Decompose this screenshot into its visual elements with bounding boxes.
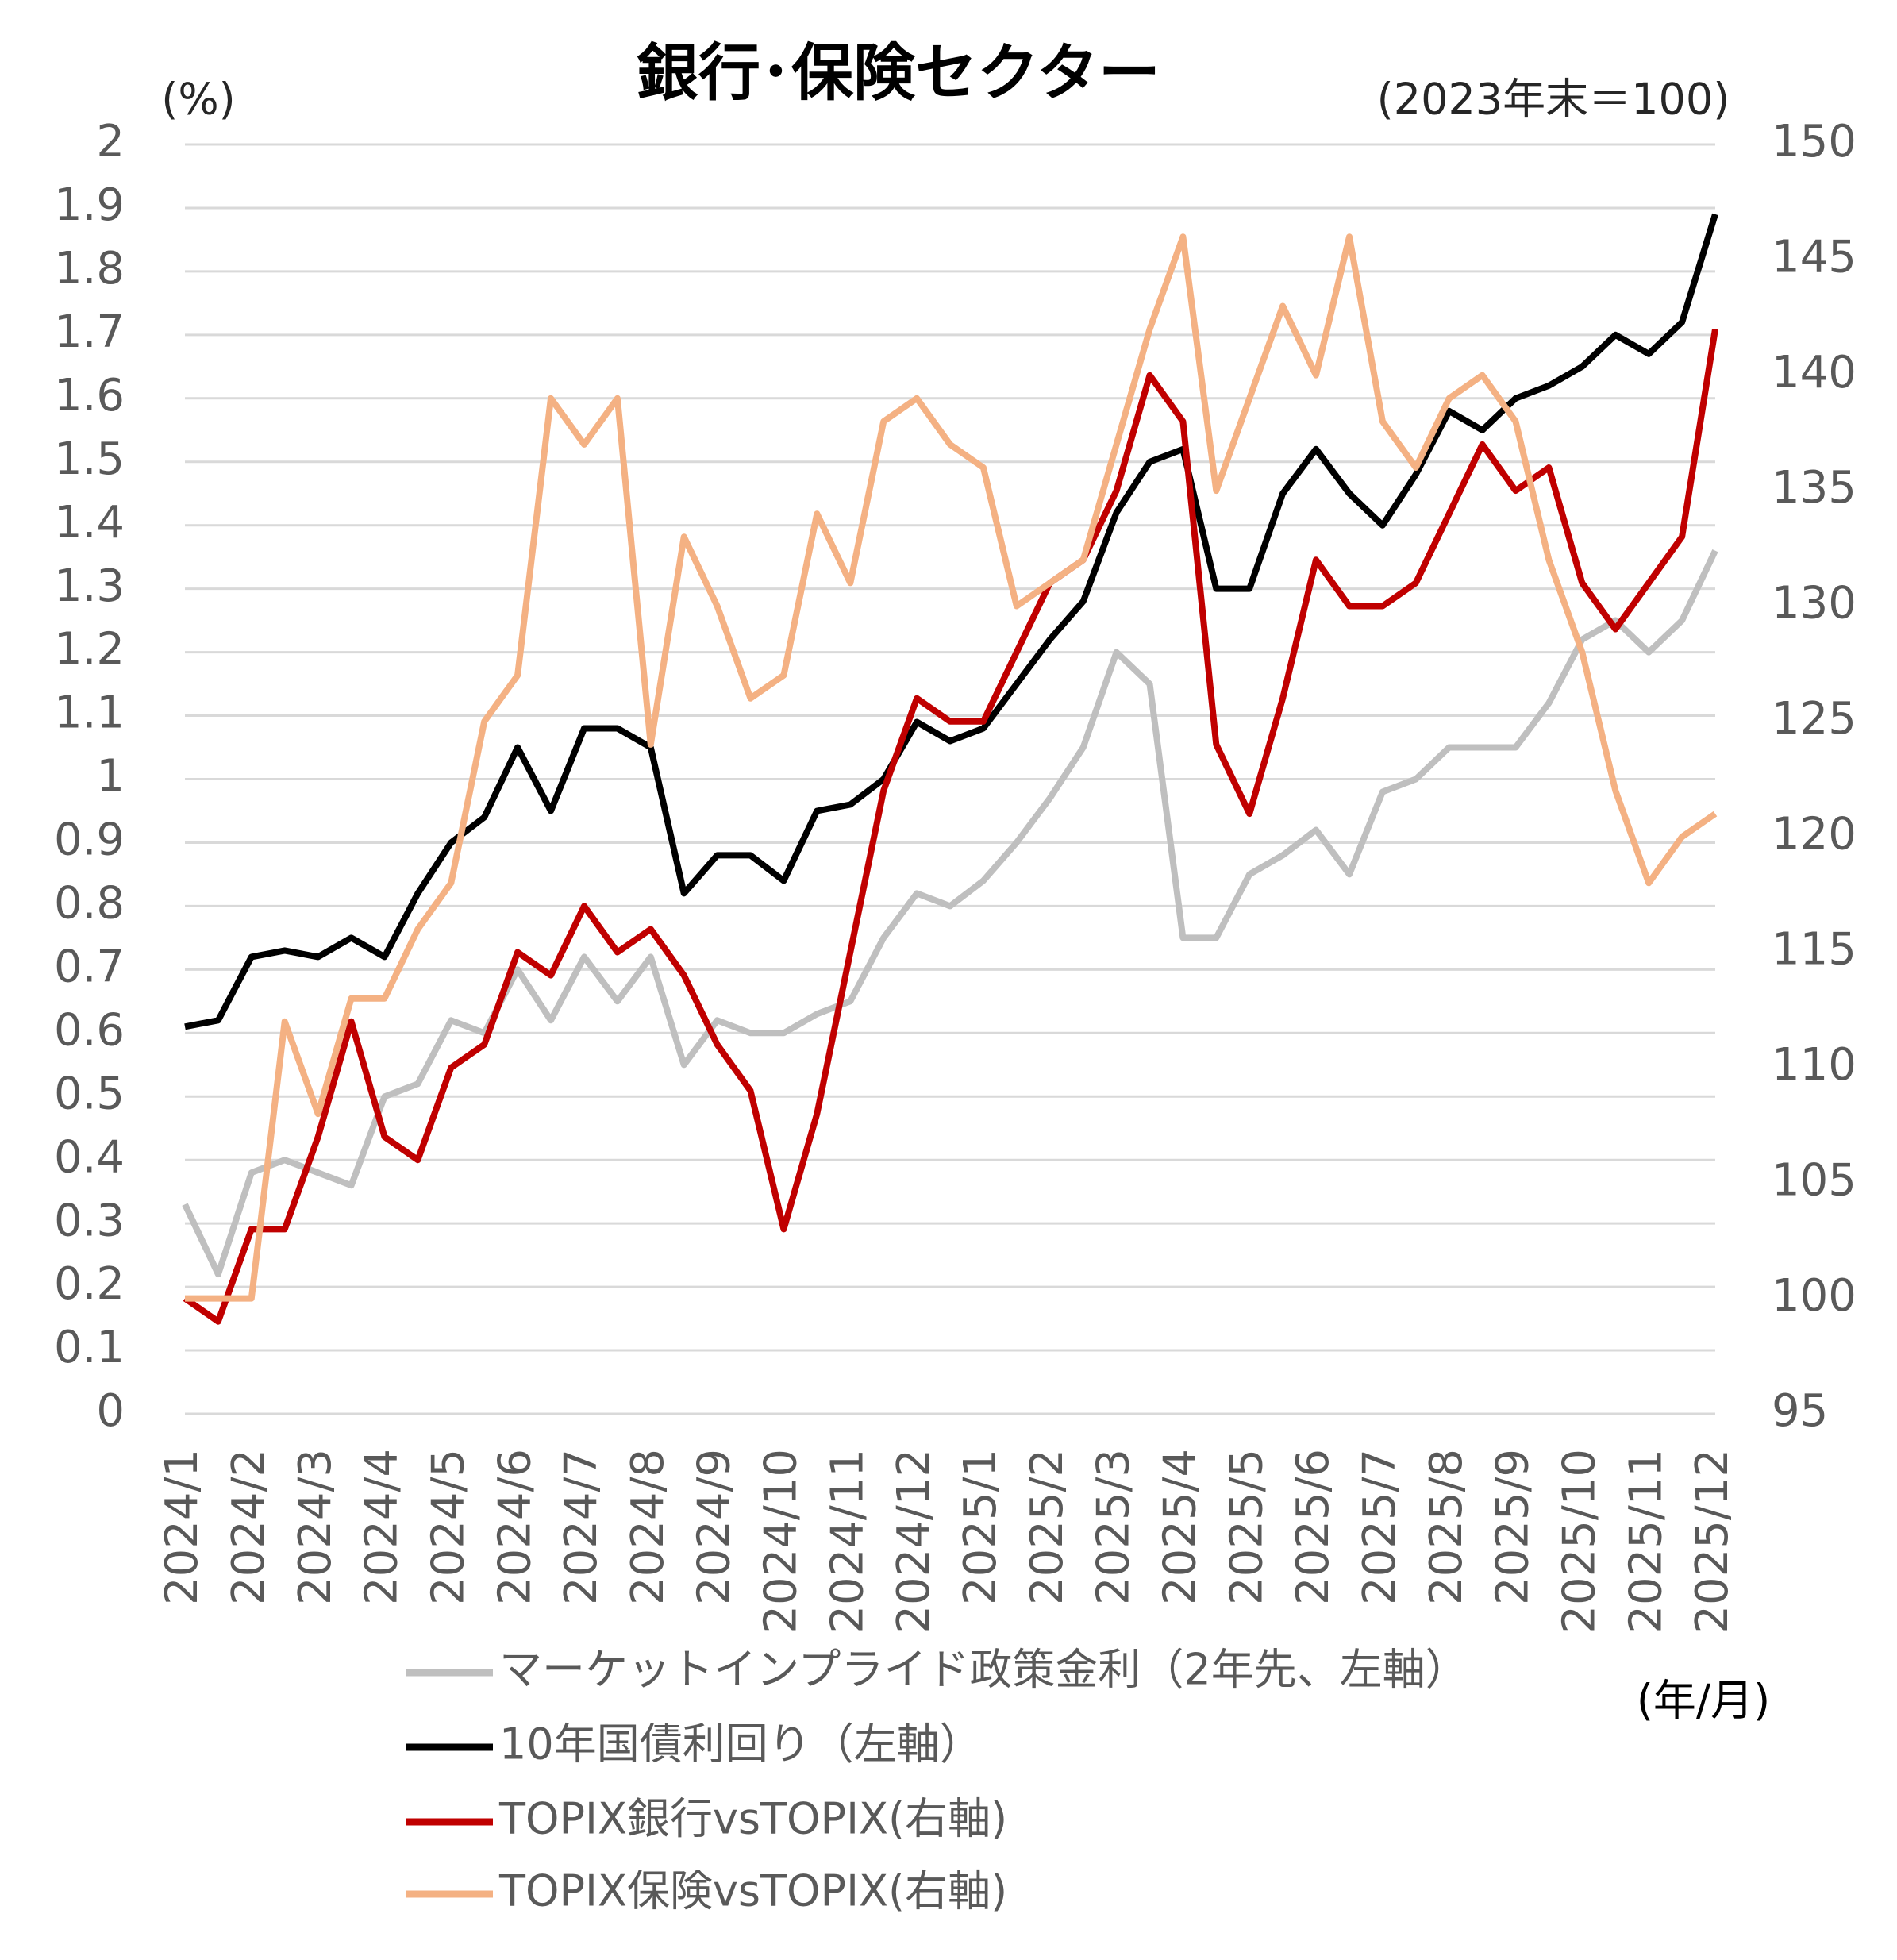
legend-label: 10年国債利回り（左軸）	[499, 1719, 983, 1769]
y-tick-label: 0.2	[54, 1258, 125, 1310]
y-tick-label: 1.4	[54, 497, 125, 549]
x-tick-label: 2025/7	[1354, 1449, 1406, 1605]
legend-label: マーケットインプライド政策金利（2年先、左軸）	[499, 1645, 1468, 1695]
x-tick-label: 2025/4	[1155, 1449, 1206, 1605]
y2-tick-label: 110	[1772, 1039, 1857, 1091]
y2-tick-label: 100	[1772, 1270, 1857, 1322]
y-tick-label: 0.4	[54, 1131, 125, 1183]
y-tick-label: 1.1	[54, 687, 125, 739]
y-tick-label: 1.9	[54, 179, 125, 231]
legend-label: TOPIX銀行vsTOPIX(右軸)	[498, 1794, 1007, 1844]
x-tick-label: 2024/5	[422, 1449, 474, 1605]
y-tick-label: 1.5	[54, 433, 125, 485]
x-tick-label: 2024/11	[822, 1449, 873, 1634]
y2-tick-label: 115	[1772, 924, 1857, 976]
x-tick-label: 2025/11	[1620, 1449, 1672, 1634]
x-tick-label: 2024/12	[888, 1449, 940, 1634]
x-tick-label: 2024/7	[556, 1449, 607, 1605]
x-tick-label: 2025/1	[955, 1449, 1006, 1605]
y2-tick-label: 150	[1772, 116, 1857, 168]
y-tick-label: 1.3	[54, 560, 125, 612]
x-tick-label: 2024/2	[223, 1449, 275, 1605]
y2-tick-label: 145	[1772, 232, 1857, 283]
y2-tick-label: 125	[1772, 693, 1857, 745]
y-tick-label: 0.6	[54, 1004, 125, 1056]
x-tick-label: 2025/9	[1487, 1449, 1539, 1605]
x-tick-label: 2024/8	[622, 1449, 674, 1605]
x-tick-label: 2024/10	[756, 1449, 807, 1634]
series-line	[185, 233, 1718, 1302]
y2-tick-label: 135	[1772, 462, 1857, 514]
series-line	[183, 328, 1718, 1325]
y-tick-label: 0.8	[54, 878, 125, 930]
y-tick-label: 1.8	[54, 243, 125, 295]
series-line	[184, 213, 1718, 1030]
y-axis-label: (%)	[161, 75, 235, 125]
y-tick-label: 0.5	[54, 1068, 125, 1119]
y-tick-label: 0.1	[54, 1322, 125, 1373]
x-tick-label: 2024/4	[356, 1449, 408, 1605]
y-tick-label: 0	[96, 1385, 125, 1437]
x-tick-label: 2024/1	[156, 1449, 208, 1605]
y2-tick-label: 120	[1772, 808, 1857, 860]
x-axis-label: (年/月)	[1637, 1676, 1770, 1726]
y-tick-label: 1.7	[54, 306, 125, 358]
x-tick-label: 2024/9	[689, 1449, 741, 1605]
series-line	[182, 549, 1718, 1278]
x-tick-label: 2025/2	[1022, 1449, 1073, 1605]
x-tick-label: 2024/3	[290, 1449, 341, 1605]
legend-label: TOPIX保険vsTOPIX(右軸)	[498, 1866, 1007, 1916]
y2-tick-label: 95	[1772, 1385, 1828, 1437]
y2-tick-label: 140	[1772, 347, 1857, 399]
x-tick-label: 2025/3	[1088, 1449, 1140, 1605]
y2-axis-label: (2023年末＝100)	[1377, 75, 1730, 125]
y-tick-label: 1.6	[54, 370, 125, 422]
y-tick-label: 0.3	[54, 1195, 125, 1246]
x-tick-label: 2025/8	[1421, 1449, 1472, 1605]
y-tick-label: 0.9	[54, 814, 125, 866]
chart-title: 銀行･保険セクター	[637, 37, 1160, 109]
x-tick-label: 2024/6	[489, 1449, 541, 1605]
x-tick-label: 2025/12	[1687, 1449, 1738, 1634]
x-tick-label: 2025/5	[1221, 1449, 1272, 1605]
y-tick-label: 2	[96, 116, 125, 168]
y-tick-label: 1.2	[54, 624, 125, 676]
y2-tick-label: 130	[1772, 578, 1857, 630]
y-tick-label: 1	[96, 751, 125, 803]
y2-tick-label: 105	[1772, 1154, 1857, 1206]
x-tick-label: 2025/10	[1553, 1449, 1605, 1634]
x-tick-label: 2025/6	[1287, 1449, 1339, 1605]
y-tick-label: 0.7	[54, 941, 125, 992]
